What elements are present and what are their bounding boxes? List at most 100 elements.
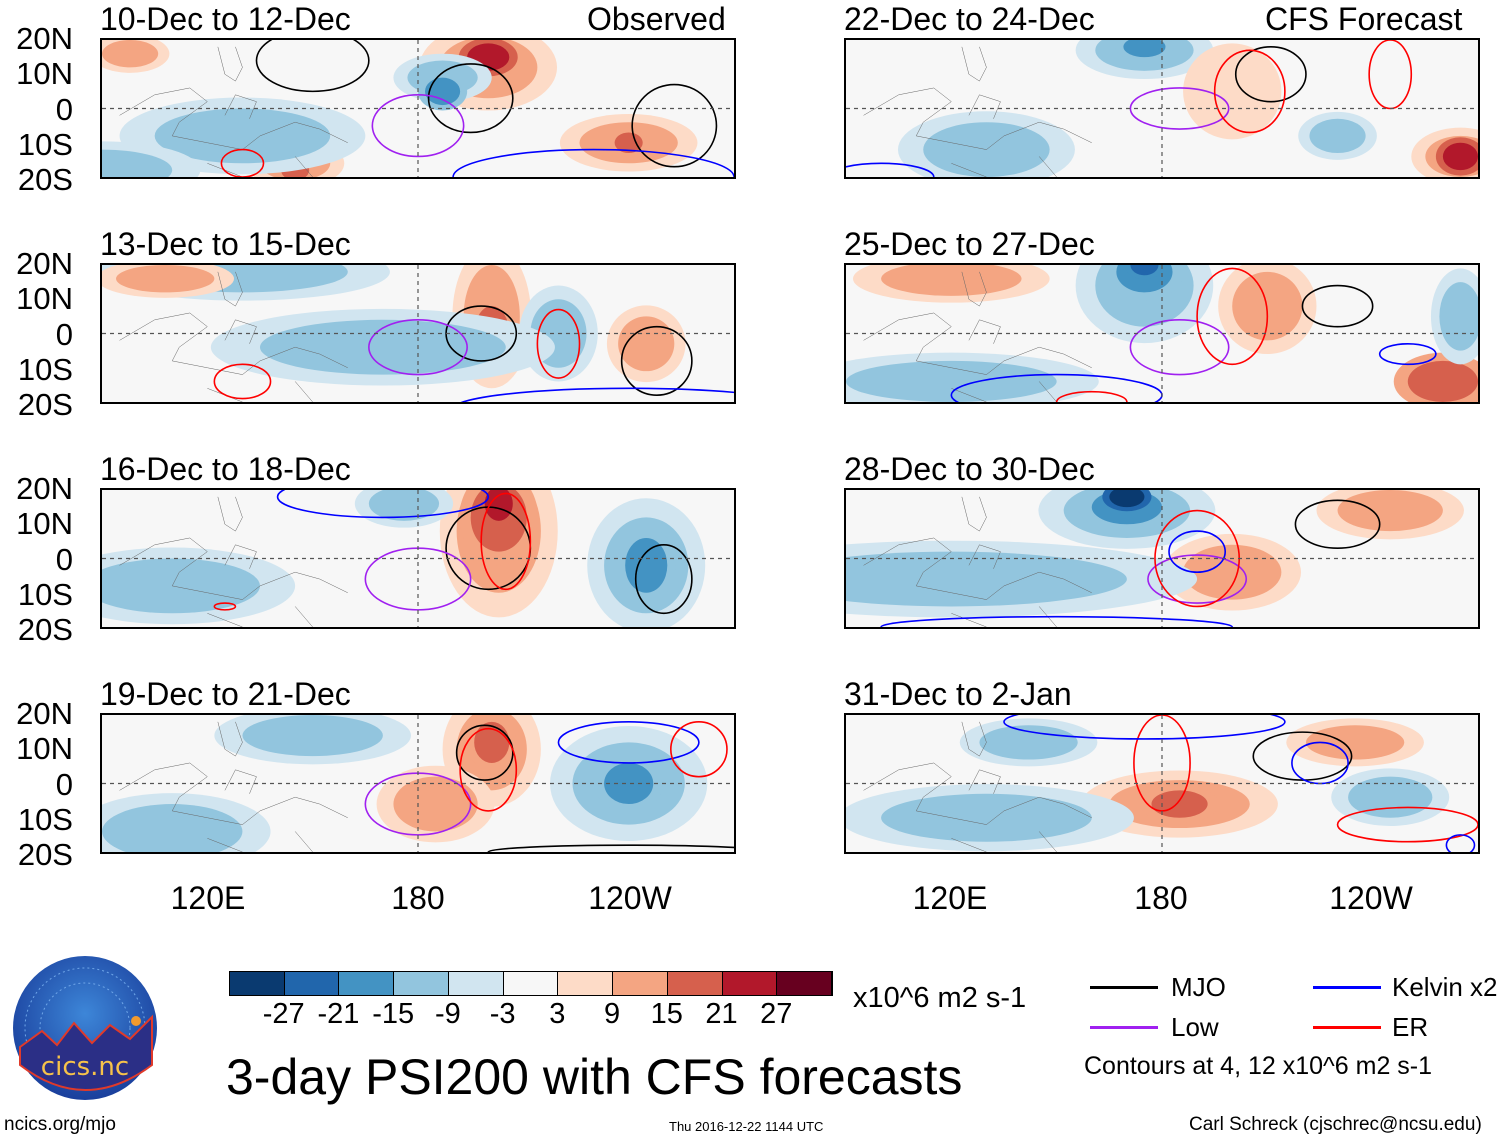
lat-label: 0 <box>55 316 73 352</box>
lat-label: 10N <box>16 281 73 317</box>
contour-line <box>214 603 235 610</box>
contour-line <box>221 150 263 177</box>
contour-line <box>1253 732 1351 780</box>
psi-anomaly-blob <box>154 108 331 164</box>
contour-line <box>1057 392 1127 402</box>
lon-label: 120E <box>170 880 246 916</box>
psi-anomaly-blob <box>881 793 1092 842</box>
psi-anomaly-blob <box>393 776 478 832</box>
coastline <box>864 497 1092 627</box>
contour-line <box>1338 807 1478 841</box>
coastline <box>120 47 348 177</box>
psi-anomaly-blob <box>474 721 510 763</box>
psi-anomaly-blob <box>1130 265 1159 276</box>
lat-label: 0 <box>55 541 73 577</box>
legend-mjo-line <box>1090 986 1158 989</box>
panel-title: 13-Dec to 15-Dec <box>100 226 351 262</box>
contour-line <box>278 490 489 517</box>
contour-line <box>453 388 734 402</box>
colorbar-swatch <box>394 972 449 995</box>
colorbar-swatch <box>777 972 832 995</box>
panel-title: 28-Dec to 30-Dec <box>844 451 1095 487</box>
cics-logo: cics.nc <box>13 956 157 1100</box>
contour-line <box>1380 344 1436 365</box>
contour-line <box>457 725 513 780</box>
observed-map-panel <box>100 488 736 629</box>
contour-line <box>1197 268 1267 364</box>
psi-anomaly-blob <box>881 265 1022 296</box>
contour-line <box>622 327 692 396</box>
lat-label: 20S <box>17 162 73 197</box>
lat-label: 20N <box>16 471 73 506</box>
contour-line <box>429 64 513 133</box>
legend-er-line <box>1313 1026 1381 1029</box>
contour-line <box>481 493 530 589</box>
lat-label: 20S <box>17 612 73 647</box>
contour-line <box>1134 715 1190 811</box>
forecast-map-panel <box>844 263 1480 404</box>
legend-low-line <box>1090 1026 1158 1029</box>
psi-anomaly-blob <box>1123 40 1166 58</box>
footer-timestamp: Thu 2016-12-22 1144 UTC <box>669 1119 824 1134</box>
observed-label: Observed <box>587 1 726 37</box>
legend-mjo-label: MJO <box>1171 972 1226 1002</box>
contour-line <box>1148 555 1246 603</box>
contour-line <box>1302 286 1372 327</box>
colorbar-swatch <box>284 972 340 995</box>
panel-title: 25-Dec to 27-Dec <box>844 226 1095 262</box>
colorbar-label: -27 <box>262 998 305 1030</box>
contour-line <box>558 722 698 763</box>
footer-url[interactable]: ncics.org/mjo <box>4 1114 116 1135</box>
contour-line <box>671 722 727 777</box>
coastline <box>864 272 1092 402</box>
colorbar-label: 15 <box>650 998 683 1030</box>
coastline <box>864 722 1092 852</box>
colorbar-units: x10^6 m2 s-1 <box>853 982 1027 1014</box>
psi-anomaly-blob <box>846 360 1057 402</box>
colorbar-swatch <box>722 972 778 995</box>
contour-line <box>1369 40 1411 109</box>
lat-label: 10N <box>16 731 73 767</box>
psi-anomaly-blob <box>1109 490 1145 508</box>
colorbar-swatch <box>558 972 614 995</box>
contour-line <box>488 845 734 852</box>
contour-line <box>1169 531 1225 572</box>
forecast-map-panel <box>844 38 1480 179</box>
colorbar-label: 3 <box>549 998 566 1030</box>
psi-anomaly-blob <box>979 725 1078 760</box>
contour-line <box>636 545 692 614</box>
colorbar-label: 21 <box>705 998 738 1030</box>
psi-anomaly-blob <box>102 804 243 852</box>
forecast-label: CFS Forecast <box>1265 1 1463 37</box>
panel-title: 31-Dec to 2-Jan <box>844 676 1072 712</box>
contour-line <box>256 40 368 91</box>
lat-label: 10N <box>16 506 73 542</box>
contour-line <box>846 163 934 177</box>
lon-label: 180 <box>1134 880 1188 916</box>
contour-line <box>537 310 579 379</box>
lat-label: 20N <box>16 696 73 731</box>
coastline <box>864 47 1092 177</box>
colorbar-swatch <box>667 972 723 995</box>
psi-anomaly-blob <box>425 77 461 106</box>
panel-title: 19-Dec to 21-Dec <box>100 676 351 712</box>
psi-anomaly-blob <box>1337 490 1443 532</box>
psi-anomaly-blob <box>604 762 654 805</box>
psi-anomaly-blob <box>368 490 440 521</box>
psi-anomaly-blob <box>1442 142 1478 171</box>
observed-map-panel <box>100 713 736 854</box>
coastline <box>120 272 348 402</box>
contour-line <box>1004 715 1285 739</box>
psi-anomaly-blob <box>242 715 383 757</box>
lat-label: 0 <box>55 91 73 127</box>
colorbar <box>229 971 833 996</box>
psi-anomaly-blob <box>1407 360 1478 402</box>
lon-label: 120E <box>912 880 988 916</box>
contour-line <box>1446 835 1474 852</box>
psi-anomaly-blob <box>1309 118 1366 154</box>
lat-label: 20S <box>17 837 73 872</box>
contour-line <box>453 150 734 177</box>
colorbar-label: -21 <box>317 998 360 1030</box>
colorbar-swatch <box>448 972 504 995</box>
contour-note: Contours at 4, 12 x10^6 m2 s-1 <box>1084 1052 1433 1080</box>
